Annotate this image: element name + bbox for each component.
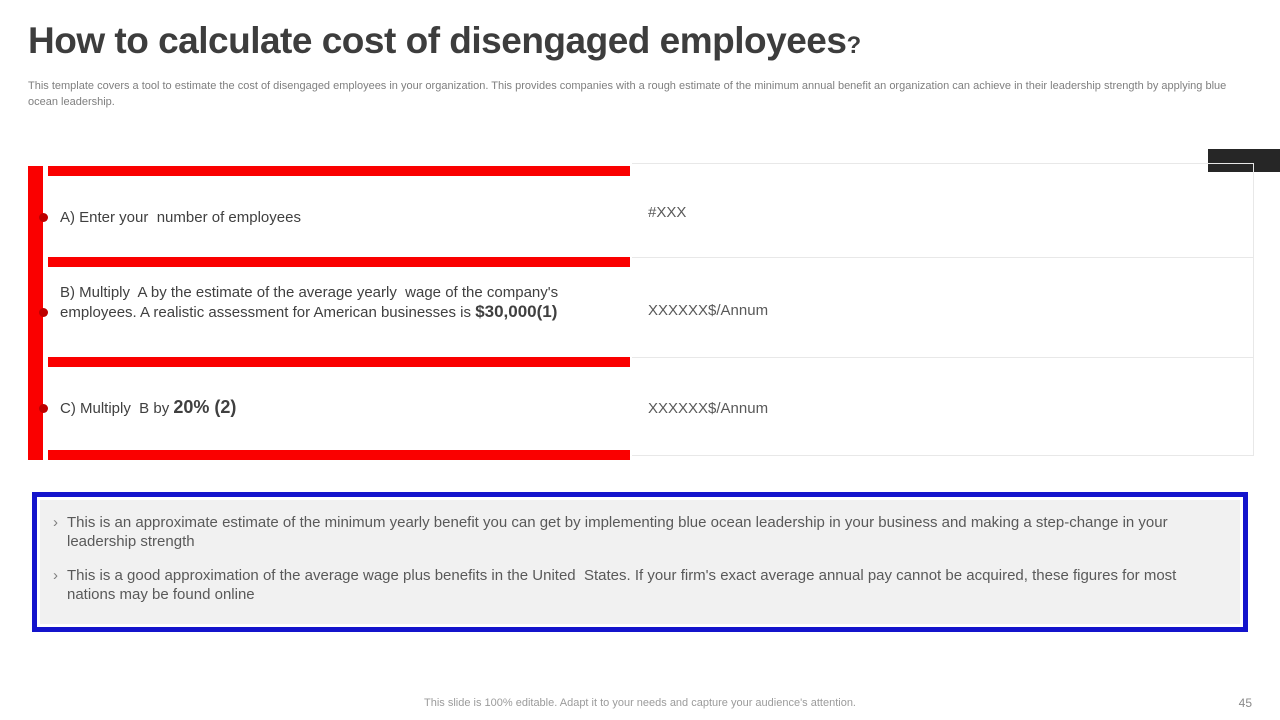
row-a-value: #XXX xyxy=(648,204,687,221)
slide-subtitle: This template covers a tool to estimate … xyxy=(28,80,1227,108)
page-title: How to calculate cost of disengaged empl… xyxy=(28,16,861,71)
note-text: This is an approximate estimate of the m… xyxy=(67,514,1172,550)
value-column-divider-1 xyxy=(632,257,1254,258)
row-c-label: C) Multiply B by 20% (2) xyxy=(60,398,620,419)
row-c-label-bold: 20% (2) xyxy=(173,397,237,417)
footer-note: This slide is 100% editable. Adapt it to… xyxy=(424,697,856,709)
page-number: 45 xyxy=(1238,696,1252,710)
bullet-dot-icon xyxy=(39,213,48,222)
row-c-accent-bar xyxy=(48,357,630,367)
value-column-bottom-border xyxy=(632,455,1254,456)
row-c-label-text: C) Multiply B by xyxy=(60,400,174,417)
chevron-bullet-icon: › xyxy=(53,514,58,531)
value-column-divider-2 xyxy=(632,357,1254,358)
bullet-dot-icon xyxy=(39,308,48,317)
table-left-accent-bar xyxy=(28,166,43,460)
row-b-value: XXXXXX$/Annum xyxy=(648,302,769,319)
chevron-bullet-icon: › xyxy=(53,567,58,584)
value-column-top-border xyxy=(632,163,1254,164)
bullet-dot-icon xyxy=(39,404,48,413)
note-item: › This is a good approximation of the av… xyxy=(45,566,1220,604)
note-text: This is a good approximation of the aver… xyxy=(67,567,1181,603)
row-b-label-text: B) Multiply A by the estimate of the ave… xyxy=(60,284,563,321)
row-b-accent-bar xyxy=(48,257,630,267)
row-b-label: B) Multiply A by the estimate of the ave… xyxy=(60,284,565,322)
table-bottom-accent-bar xyxy=(48,450,630,460)
corner-accent-block xyxy=(1208,149,1280,172)
page-title-question-mark: ? xyxy=(846,32,861,59)
row-a-label: A) Enter your number of employees xyxy=(60,208,620,228)
note-item: › This is an approximate estimate of the… xyxy=(45,513,1220,551)
row-a-label-text: A) Enter your number of employees xyxy=(60,209,301,226)
page-title-text: How to calculate cost of disengaged empl… xyxy=(28,20,847,61)
row-b-label-bold: $30,000(1) xyxy=(475,301,558,321)
row-a-accent-bar xyxy=(48,166,630,176)
row-c-value: XXXXXX$/Annum xyxy=(648,400,769,417)
value-column-right-border xyxy=(1253,163,1254,456)
notes-box: › This is an approximate estimate of the… xyxy=(32,492,1248,632)
notes-box-inner: › This is an approximate estimate of the… xyxy=(40,500,1240,624)
